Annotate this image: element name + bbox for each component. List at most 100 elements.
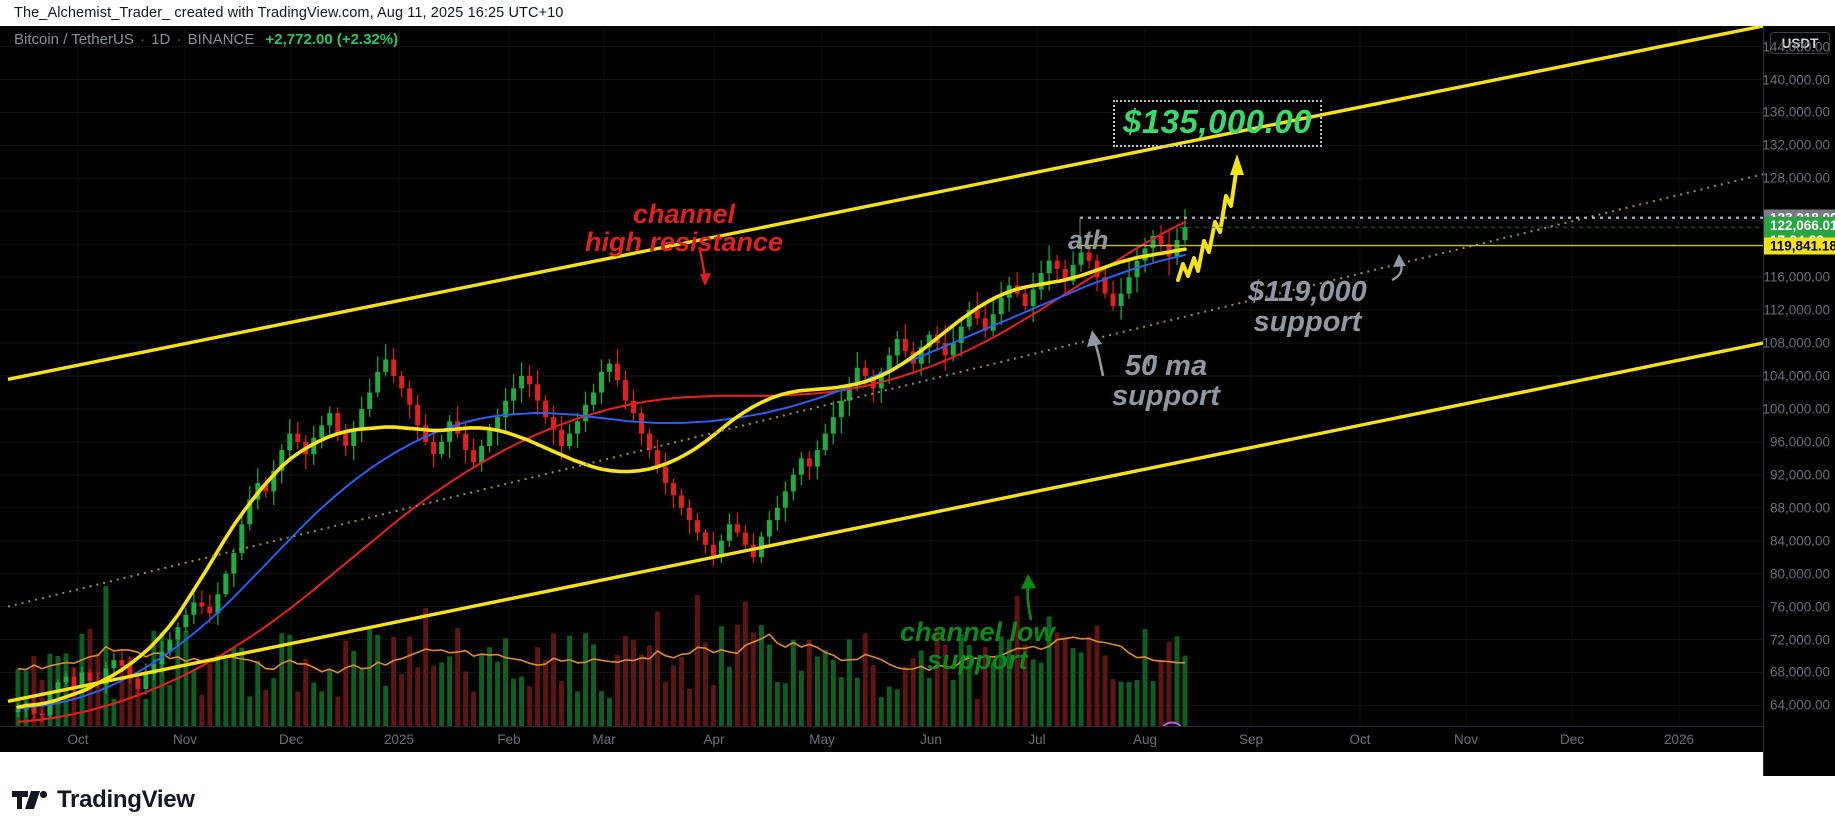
candle-body <box>1158 236 1164 245</box>
chart-pane[interactable]: Bitcoin / TetherUS · 1D · BINANCE +2,772… <box>0 26 1835 752</box>
candle-body <box>710 544 716 558</box>
volume-bar <box>1086 636 1092 726</box>
candle-body <box>958 326 964 344</box>
ma-mid-line <box>17 253 1186 710</box>
price-badge-yellow[interactable]: 119,841.18 <box>1764 237 1835 255</box>
chart-legend[interactable]: Bitcoin / TetherUS · 1D · BINANCE +2,772… <box>14 31 398 49</box>
candle-body <box>351 429 357 446</box>
volume-bar <box>1158 660 1164 726</box>
candle-body <box>990 314 996 331</box>
volume-bar <box>1126 681 1132 726</box>
candle-body <box>623 380 628 401</box>
volume-bar <box>215 655 221 726</box>
candle-body <box>806 458 812 467</box>
volume-bar <box>583 633 588 726</box>
volume-bar <box>854 677 860 726</box>
candle-body <box>822 433 828 451</box>
volume-bar <box>982 646 988 726</box>
channel-lower-line[interactable] <box>7 341 1763 703</box>
volume-bar <box>766 644 772 726</box>
volume-bar <box>383 685 389 726</box>
arrow-head-50ma <box>1087 330 1102 347</box>
arrow-head-channel-high <box>700 273 711 286</box>
volume-bar <box>15 668 21 726</box>
candle-body <box>207 606 213 614</box>
candle-body <box>670 483 676 496</box>
candle-body <box>263 483 269 492</box>
volume-bar <box>447 656 453 726</box>
volume-bar <box>207 663 213 726</box>
candle-body <box>1182 227 1188 241</box>
volume-bar <box>1006 639 1012 726</box>
legend-exchange[interactable]: BINANCE <box>187 31 255 48</box>
volume-bar <box>646 645 652 726</box>
candle-body <box>599 371 604 393</box>
price-tick: 68,000.00 <box>1769 664 1830 680</box>
candle-body <box>774 507 780 521</box>
currency-chip[interactable]: USDT <box>1770 32 1830 54</box>
candle-body <box>319 425 325 438</box>
candle-body <box>247 499 253 525</box>
channel-upper-line[interactable] <box>7 26 1763 381</box>
volume-bar <box>846 639 852 726</box>
time-tick: Aug <box>1132 732 1158 747</box>
volume-bar <box>1150 681 1156 726</box>
candle-body <box>39 713 45 716</box>
volume-bar <box>175 635 181 726</box>
volume-bar <box>391 636 397 726</box>
candle-body <box>199 602 205 607</box>
time-tick: Mar <box>592 732 616 747</box>
volume-bar <box>1046 616 1052 726</box>
volume-bar <box>519 676 525 726</box>
candle-body <box>503 400 509 418</box>
volume-bar <box>199 694 205 726</box>
legend-symbol[interactable]: Bitcoin / TetherUS <box>14 31 134 48</box>
volume-bar <box>662 681 668 726</box>
time-tick: 2025 <box>383 732 415 747</box>
candle-body <box>950 343 956 356</box>
volume-bar <box>575 691 580 726</box>
volume-bar <box>487 647 493 726</box>
candle-body <box>1054 260 1060 269</box>
volume-bar <box>311 682 317 726</box>
channel-mid-dotted-line[interactable] <box>7 173 1763 608</box>
attribution-text: The_Alchemist_Trader_ created with Tradi… <box>14 5 564 21</box>
time-tick: May <box>809 732 835 747</box>
candle-body <box>543 400 549 418</box>
candle-body <box>846 384 852 401</box>
candle-body <box>135 679 141 689</box>
volume-bar <box>511 678 517 726</box>
volume-bar <box>503 638 509 726</box>
candle-body <box>183 614 189 628</box>
candle-body <box>431 441 437 455</box>
volume-bar <box>790 639 796 726</box>
price-axis[interactable]: USDT 144,000.00 140,000.00 136,000.00 132,0… <box>1762 26 1835 776</box>
volume-bar <box>998 636 1004 726</box>
candle-body <box>1022 293 1028 306</box>
legend-interval[interactable]: 1D <box>151 31 171 48</box>
candle-body <box>974 310 980 319</box>
arrow-head-119k <box>1393 254 1406 267</box>
candle-body <box>71 676 77 688</box>
tradingview-wordmark: TradingView <box>57 786 195 813</box>
volume-bar <box>439 662 445 726</box>
candle-body <box>702 532 708 545</box>
candle-body <box>279 450 285 471</box>
candle-body <box>295 433 301 442</box>
candle-body <box>311 437 317 455</box>
time-tick: Jun <box>920 732 942 747</box>
volume-bar <box>431 665 437 726</box>
candle-body <box>630 400 636 414</box>
candle-body <box>902 338 908 352</box>
projection-path <box>1176 164 1239 282</box>
volume-bar <box>559 681 565 726</box>
volume-bar <box>1062 636 1068 726</box>
candle-body <box>694 520 700 533</box>
projection-arrow-head <box>1230 154 1244 175</box>
price-tick: 96,000.00 <box>1769 434 1830 450</box>
volume-bar <box>1022 644 1028 726</box>
volume-bar <box>966 645 972 726</box>
time-axis[interactable]: Oct Nov Dec 2025 Feb Mar Apr May Jun Jul Aug Sep Oct… <box>0 726 1763 752</box>
price-tick: 140,000.00 <box>1762 72 1830 88</box>
time-tick: 2026 <box>1663 732 1695 747</box>
